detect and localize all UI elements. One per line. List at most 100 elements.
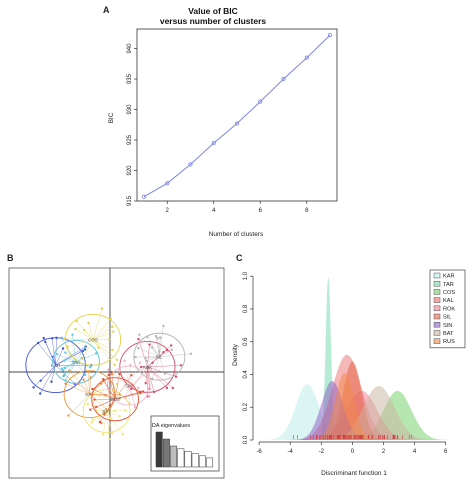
cluster-point [152, 390, 156, 394]
cluster-point [158, 336, 162, 339]
density-legend-swatch [433, 297, 441, 303]
cluster-point [38, 392, 42, 395]
cluster-label: SIL [156, 355, 163, 360]
cluster-label: KAL [85, 392, 94, 397]
bic-x-tick-label: 8 [305, 208, 309, 214]
cluster-link [159, 349, 172, 357]
bic-y-tick-label: 940 [127, 43, 133, 54]
cluster-point [107, 338, 111, 341]
cluster-link [83, 329, 94, 340]
cluster-point [162, 324, 165, 328]
cluster-label: SIN [125, 384, 133, 389]
cluster-point [50, 380, 53, 383]
density-area-rus [256, 372, 455, 440]
cluster-link [128, 362, 141, 386]
cluster-ellipse [64, 313, 122, 366]
cluster-link [39, 365, 56, 394]
cluster-point [137, 337, 140, 341]
cluster-point [61, 369, 65, 372]
density-legend-swatch [433, 313, 441, 320]
cluster-point [99, 382, 103, 385]
eigenvalue-inset: DA eigenvalues [150, 415, 220, 472]
cluster-link [78, 383, 90, 395]
cluster-ellipse [91, 377, 139, 422]
cluster-point [112, 330, 115, 333]
cluster-cos: COS [63, 307, 122, 367]
density-legend-swatch [433, 321, 441, 328]
eigen-bar [206, 457, 214, 468]
cluster-point [67, 414, 70, 417]
cluster-point [138, 333, 141, 336]
cluster-point [146, 335, 149, 339]
cluster-link [151, 356, 160, 380]
cluster-point [130, 373, 133, 377]
cluster-point [137, 386, 140, 390]
cluster-point [121, 432, 124, 436]
cluster-point [124, 409, 127, 412]
cluster-link [99, 399, 116, 423]
cluster-point [94, 352, 98, 355]
cluster-sil: SIL [133, 324, 193, 381]
panel-b-letter: B [7, 253, 14, 263]
cluster-link [92, 318, 112, 340]
density-legend-swatch [433, 330, 441, 336]
cluster-ellipse [119, 341, 176, 393]
cluster-point [154, 335, 158, 338]
cluster-point [144, 381, 147, 385]
density-legend-label: RUS [443, 339, 455, 345]
cluster-point [129, 363, 132, 367]
density-y-tick-label: 0.0 [243, 435, 249, 444]
cluster-link [65, 383, 90, 395]
cluster-point [95, 405, 98, 409]
cluster-point [83, 373, 87, 377]
cluster-link [67, 339, 94, 347]
density-x-tick-label: -2 [319, 449, 325, 455]
density-y-tick-label: 0.8 [243, 304, 249, 313]
bic-y-tick-label: 915 [127, 195, 133, 206]
cluster-point [165, 386, 169, 390]
cluster-link [64, 338, 94, 340]
cluster-link [103, 411, 107, 435]
bic-data-point [281, 76, 286, 82]
cluster-rus: RUS [88, 370, 145, 424]
cluster-rok: ROK [119, 337, 183, 398]
cluster-point [44, 340, 47, 344]
cluster-point [64, 379, 67, 382]
density-rug [293, 435, 413, 439]
cluster-point [123, 359, 126, 362]
bic-y-tick-label: 920 [127, 165, 133, 176]
cluster-link [75, 361, 91, 368]
cluster-point [89, 376, 92, 379]
cluster-point [170, 348, 173, 351]
bic-data-point [188, 162, 193, 167]
cluster-point [71, 333, 74, 336]
cluster-point [134, 355, 137, 359]
cluster-link [51, 338, 56, 366]
cluster-link [92, 388, 116, 400]
cluster-point [93, 398, 96, 401]
cluster-point [102, 433, 105, 436]
cluster-link [115, 391, 141, 400]
cluster-point [115, 358, 119, 361]
cluster-point [62, 359, 66, 362]
cluster-link [89, 377, 91, 395]
cluster-link [131, 366, 148, 389]
density-legend-label: KAR [443, 274, 455, 280]
cluster-point [55, 352, 58, 356]
cluster-point [133, 405, 137, 408]
cluster-link [51, 365, 56, 382]
bic-axes: 2 4 6 8 915 920 925 930 935 940 [127, 43, 309, 214]
eigen-bar [177, 448, 185, 468]
cluster-link [75, 347, 85, 362]
cluster-link [92, 339, 115, 366]
cluster-link [147, 366, 155, 393]
cluster-point [165, 348, 169, 352]
cluster-point [60, 336, 63, 339]
cluster-link [75, 361, 86, 375]
cluster-link [147, 366, 177, 377]
cluster-link [92, 331, 114, 340]
cluster-link [92, 339, 113, 351]
density-x-tick-label: 2 [382, 449, 386, 455]
cluster-link [75, 353, 97, 363]
